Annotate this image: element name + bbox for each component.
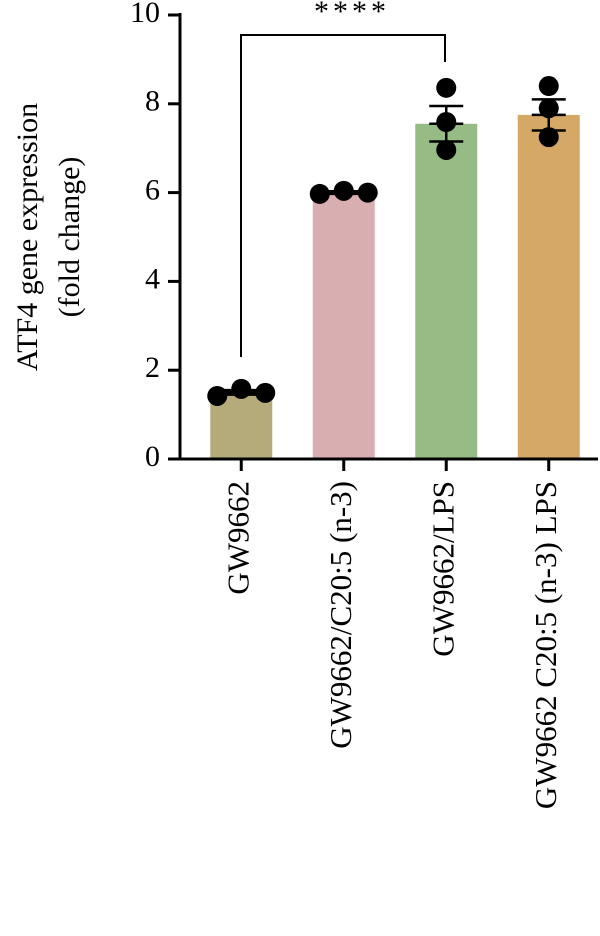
y-axis-label: ATF4 gene expression [11, 103, 44, 371]
y-tick-label: 6 [145, 173, 160, 206]
data-point [207, 385, 228, 406]
significance-label: **** [314, 0, 390, 28]
bar [415, 123, 478, 459]
y-tick-label: 8 [145, 85, 160, 118]
error-bar [326, 190, 361, 196]
bar [517, 114, 580, 460]
significance-bracket [240, 34, 446, 357]
data-point [357, 182, 378, 203]
y-tick-label: 0 [145, 440, 160, 473]
data-point [538, 127, 559, 148]
error-bar [531, 98, 566, 132]
y-axis-label: (fold change) [53, 157, 86, 318]
data-point [255, 382, 276, 403]
x-tick-label: GW9662 [220, 481, 255, 595]
data-point [436, 139, 457, 160]
y-tick-label: 2 [145, 351, 160, 384]
x-tick-label: GW9662 C20:5 (n-3) LPS [528, 481, 563, 809]
bar [312, 192, 375, 459]
error-bar [224, 388, 259, 396]
x-tick-label: GW9662/LPS [425, 481, 460, 657]
y-tick-label: 4 [145, 262, 160, 295]
y-tick-label: 10 [130, 0, 160, 29]
data-point [309, 183, 330, 204]
data-point [538, 76, 559, 97]
error-bar [429, 104, 464, 143]
data-point [436, 77, 457, 98]
x-tick-label: GW9662/C20:5 (n-3) [323, 481, 358, 749]
